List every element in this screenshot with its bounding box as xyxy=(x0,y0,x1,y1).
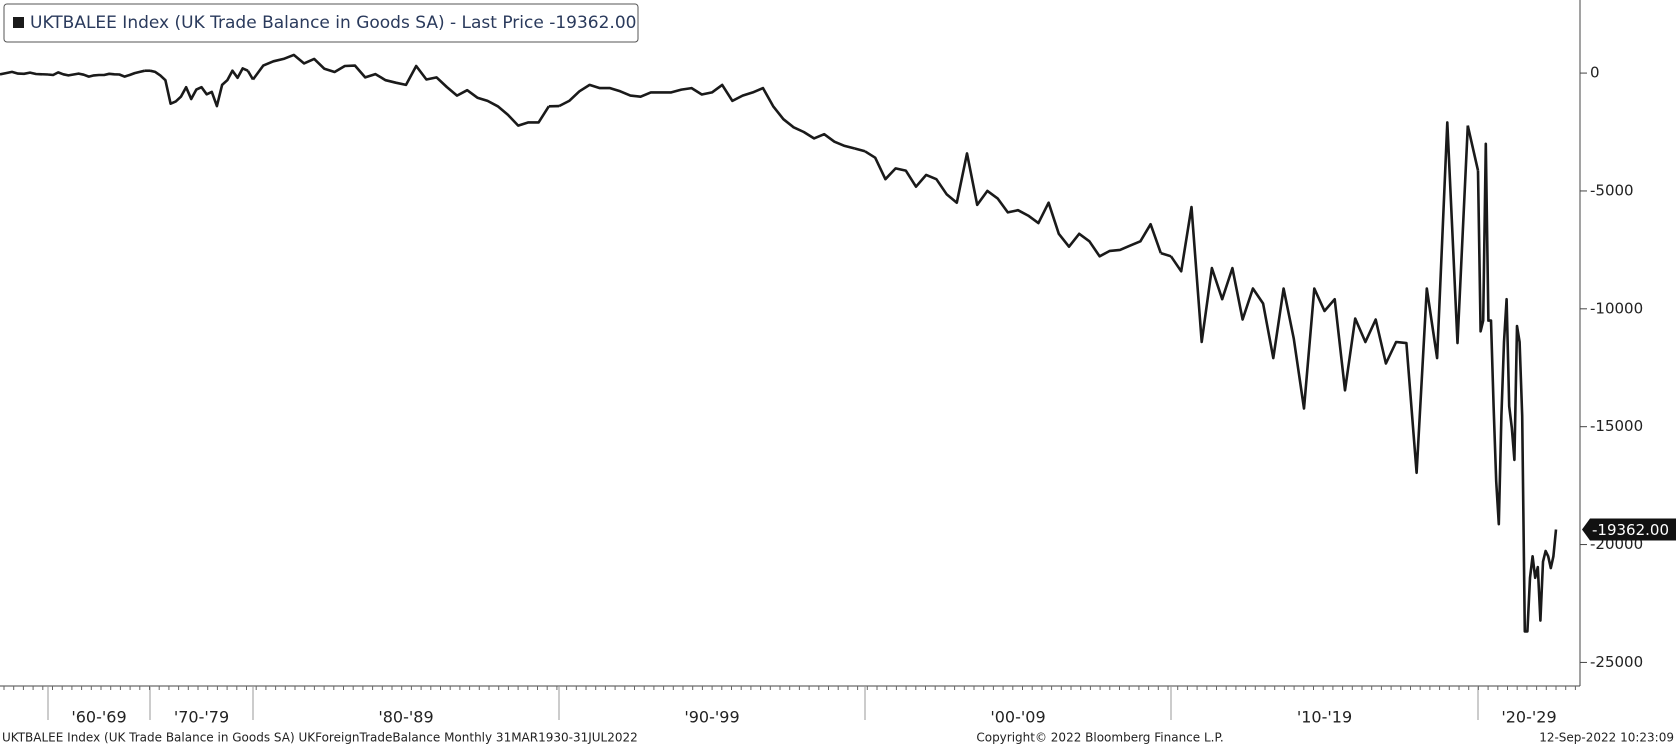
data-line xyxy=(149,67,249,108)
line-connector xyxy=(246,70,255,81)
footer-right: 12-Sep-2022 10:23:09 xyxy=(1539,731,1674,745)
x-band-label: '90-'99 xyxy=(684,708,739,727)
data-line xyxy=(47,69,146,78)
last-price-label: -19362.00 xyxy=(1592,521,1669,539)
data-line xyxy=(0,70,43,76)
line-connector xyxy=(1160,251,1172,258)
y-tick-label: 0 xyxy=(1590,64,1600,82)
legend-box xyxy=(3,3,639,43)
footer-center: Copyright© 2022 Bloomberg Finance L.P. xyxy=(976,731,1223,745)
footer-left: UKTBALEE Index (UK Trade Balance in Good… xyxy=(2,731,638,745)
y-tick-label: -25000 xyxy=(1590,653,1643,671)
data-line xyxy=(251,53,550,127)
y-tick-label: -5000 xyxy=(1590,181,1634,199)
x-band-label: '70-'79 xyxy=(174,708,229,727)
x-band-label: '00-'09 xyxy=(990,708,1045,727)
data-line xyxy=(1169,121,1470,475)
data-line xyxy=(864,150,1163,258)
data-line xyxy=(1476,142,1558,633)
x-band-label: '20-'29 xyxy=(1501,708,1556,727)
last-price-tag xyxy=(1582,518,1676,541)
data-line xyxy=(558,83,856,150)
line-connector xyxy=(854,147,866,153)
legend-text: UKTBALEE Index (UK Trade Balance in Good… xyxy=(30,13,636,33)
x-band-label: '10-'19 xyxy=(1297,708,1352,727)
legend-swatch xyxy=(13,17,24,28)
x-band-label: '80-'89 xyxy=(378,708,433,727)
y-tick-label: -10000 xyxy=(1590,299,1643,317)
y-tick-label: -15000 xyxy=(1590,417,1643,435)
x-band-label: '60-'69 xyxy=(71,708,126,727)
line-connector xyxy=(1466,125,1480,171)
